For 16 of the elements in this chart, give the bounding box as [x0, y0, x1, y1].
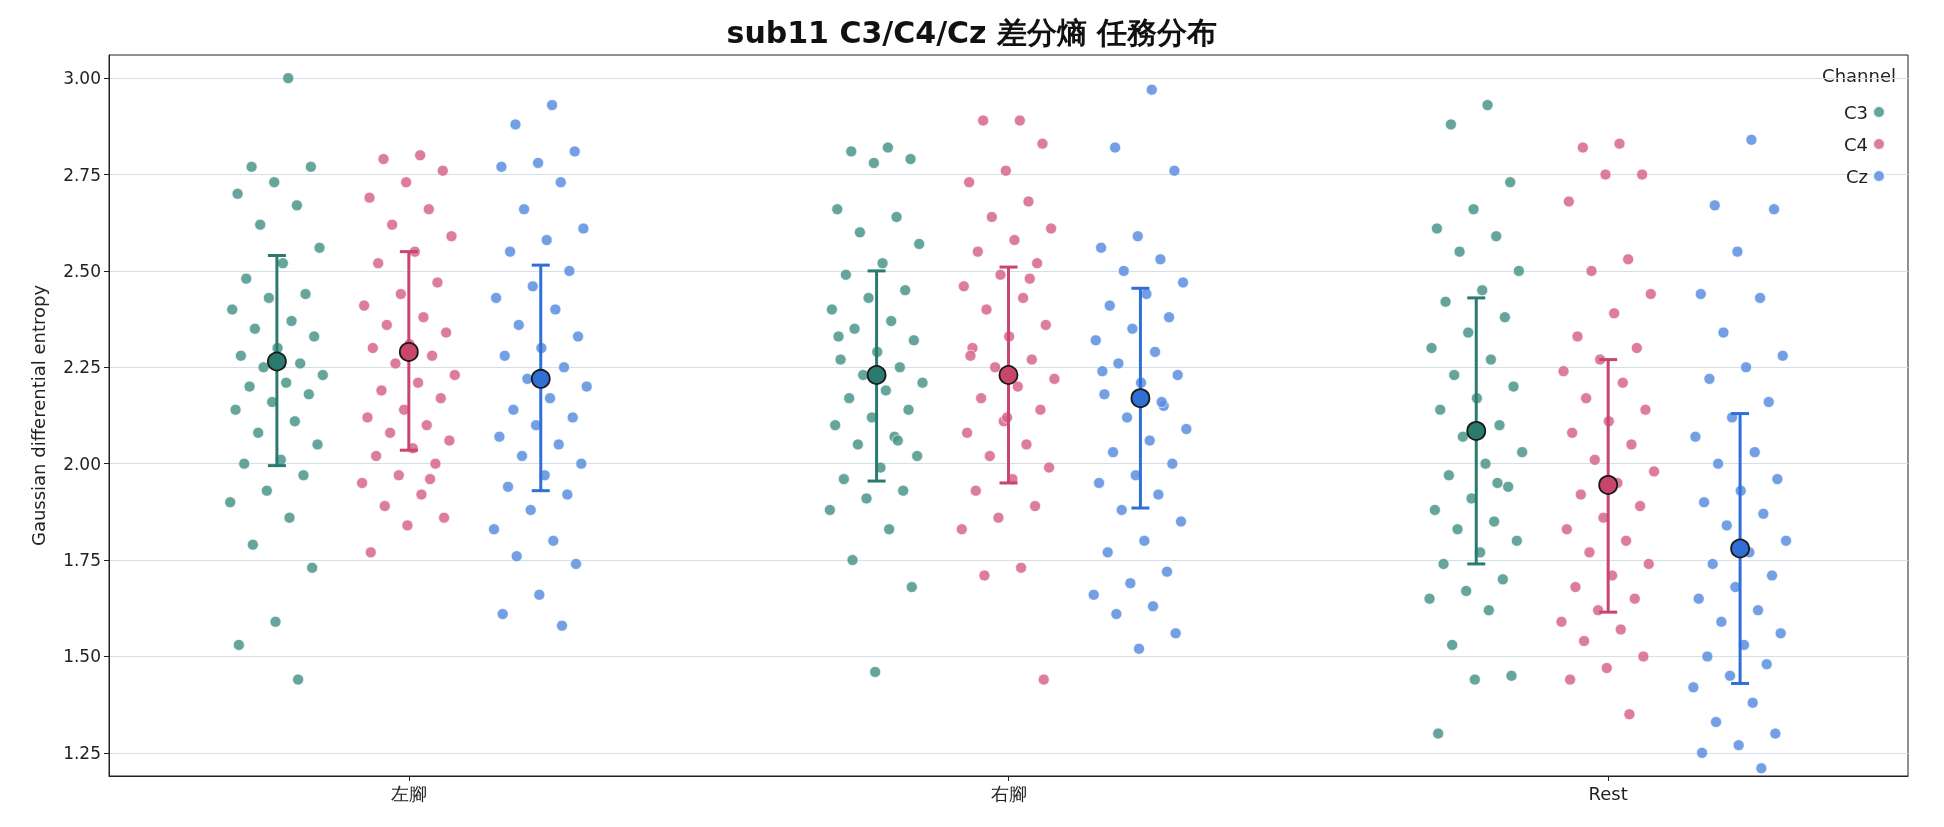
y-tick-label: 2.50 — [63, 260, 101, 281]
legend-label: Cz — [1845, 165, 1868, 187]
y-axis-title: Gaussian differential entropy — [27, 284, 49, 547]
chart-title: sub11 C3/C4/Cz 差分熵 任務分布 — [726, 14, 1218, 50]
y-tick-label: 1.25 — [63, 742, 101, 763]
y-tick-label: 1.50 — [63, 646, 101, 667]
x-tick-label: Rest — [1588, 782, 1628, 804]
y-tick-label: 1.75 — [63, 550, 101, 571]
x-tick-label: 右腳 — [990, 782, 1027, 804]
legend-label: C3 — [1843, 101, 1868, 123]
y-tick-label: 2.75 — [63, 164, 101, 185]
y-tick-label: 3.00 — [63, 68, 101, 89]
legend-label: C4 — [1843, 133, 1868, 155]
y-tick-label: 2.00 — [63, 453, 101, 474]
y-tick-label: 2.25 — [63, 357, 101, 378]
x-tick-label: 左腳 — [390, 782, 427, 804]
